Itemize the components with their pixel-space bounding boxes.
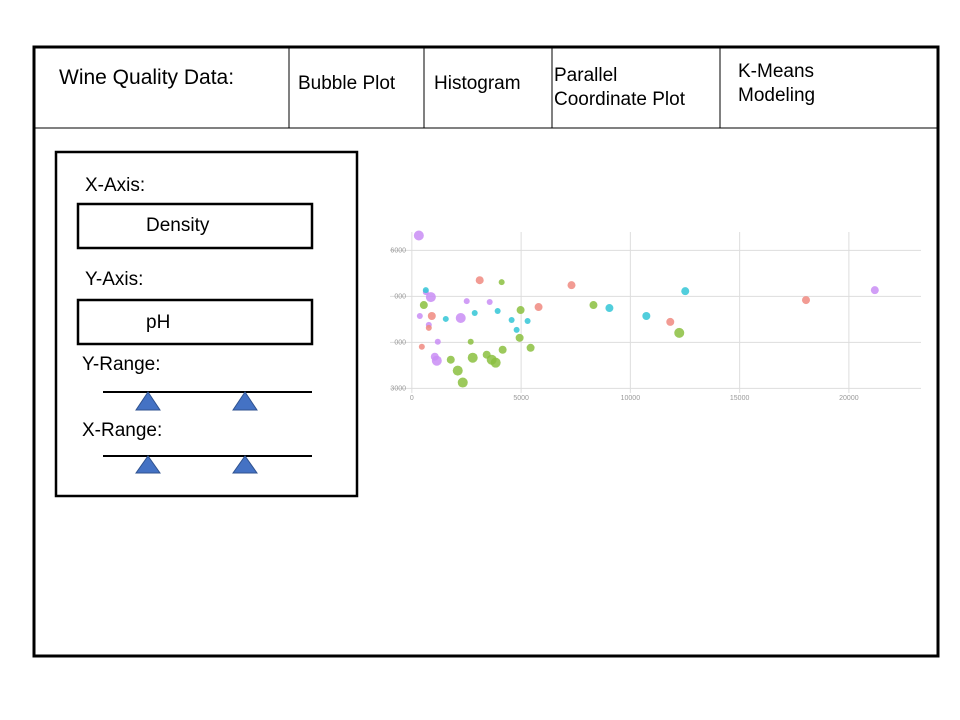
bubble — [425, 324, 432, 331]
x-tick-label: 0 — [410, 395, 414, 402]
field-label: Y-Axis: — [85, 269, 144, 290]
app-title: Wine Quality Data: — [59, 66, 235, 89]
y-tick-label: 000 — [394, 293, 406, 300]
bubble — [494, 308, 501, 315]
bubble — [801, 296, 810, 305]
bubble — [642, 311, 651, 320]
bubble — [446, 355, 455, 364]
bubble — [589, 301, 598, 310]
bubble — [605, 304, 614, 313]
bubble — [471, 310, 478, 317]
bubble — [416, 312, 423, 319]
bubble — [475, 276, 484, 285]
bubble — [666, 317, 675, 326]
bubble — [425, 292, 436, 303]
bubble — [870, 286, 879, 295]
y-tick-label: 000 — [394, 339, 406, 346]
bubble — [467, 338, 474, 345]
bubble — [674, 327, 685, 338]
bubble — [534, 303, 543, 312]
bubble — [567, 281, 576, 290]
bubble — [463, 298, 470, 305]
bubble-plot: 0 5000 10000 15000 20000 6000 000 000 3000 — [390, 230, 921, 402]
bubble — [422, 287, 429, 294]
bubble — [467, 352, 478, 363]
bubble — [413, 230, 424, 241]
bubble — [508, 316, 515, 323]
bubble — [427, 311, 436, 320]
bubble — [419, 301, 428, 310]
bubble — [442, 315, 449, 322]
bubble — [486, 299, 493, 306]
field-label: Y-Range: — [82, 354, 161, 375]
bubble — [526, 343, 535, 352]
x-tick-label: 20000 — [839, 395, 859, 402]
bubble — [513, 326, 520, 333]
control-panel — [54, 150, 359, 498]
x-tick-label: 15000 — [730, 395, 750, 402]
x-axis-select[interactable] — [76, 202, 314, 250]
bubble — [498, 345, 507, 354]
field-label: X-Axis: — [85, 175, 146, 196]
tab[interactable]: Histogram — [434, 73, 521, 94]
y-axis-select[interactable] — [76, 298, 314, 346]
bubble — [455, 312, 466, 323]
bubble — [418, 343, 425, 350]
slider-thumb[interactable] — [135, 455, 161, 474]
x-tick-label: 10000 — [621, 395, 641, 402]
tab[interactable]: K-Means Modeling — [738, 61, 816, 106]
bubble — [681, 287, 690, 296]
bubble — [498, 279, 505, 286]
y-tick-label: 6000 — [390, 247, 406, 254]
bubble — [524, 317, 531, 324]
tab[interactable]: Parallel Coordinate Plot — [554, 65, 685, 110]
bubble — [434, 338, 441, 345]
slider-thumb[interactable] — [135, 391, 161, 411]
bubble — [490, 357, 501, 368]
bubble — [457, 377, 468, 388]
x-tick-label: 5000 — [513, 395, 529, 402]
select-value: Density — [146, 215, 210, 236]
bubble — [431, 355, 442, 366]
tab[interactable]: Bubble Plot — [298, 73, 396, 94]
bubble — [452, 365, 463, 376]
y-tick-label: 3000 — [390, 385, 406, 392]
slider-thumb[interactable] — [232, 391, 258, 411]
bubble — [516, 306, 525, 315]
slider-thumb[interactable] — [232, 455, 258, 474]
field-label: X-Range: — [82, 420, 163, 441]
select-value: pH — [146, 312, 171, 333]
bubble — [515, 333, 524, 342]
window-frame — [32, 45, 940, 658]
